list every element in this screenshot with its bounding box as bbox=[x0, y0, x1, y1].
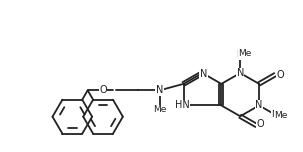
Text: Me: Me bbox=[238, 49, 252, 58]
Text: N: N bbox=[237, 68, 244, 78]
Text: Me: Me bbox=[237, 50, 250, 59]
Text: HN: HN bbox=[174, 100, 189, 111]
Text: O: O bbox=[99, 85, 107, 95]
Text: N: N bbox=[200, 69, 207, 79]
Text: N: N bbox=[200, 69, 207, 79]
Text: O: O bbox=[276, 70, 284, 80]
Text: O: O bbox=[256, 119, 264, 130]
Text: O: O bbox=[276, 70, 284, 80]
Text: O: O bbox=[256, 119, 264, 130]
Text: Me: Me bbox=[274, 111, 288, 120]
Text: Me: Me bbox=[153, 105, 166, 114]
Text: N: N bbox=[255, 100, 263, 111]
Text: O: O bbox=[99, 85, 107, 95]
Text: N: N bbox=[255, 100, 263, 111]
Text: Me: Me bbox=[271, 110, 285, 119]
Text: HN: HN bbox=[175, 100, 190, 111]
Text: N: N bbox=[156, 85, 163, 95]
Text: N: N bbox=[237, 68, 244, 78]
Text: Me: Me bbox=[153, 106, 166, 115]
Text: N: N bbox=[156, 85, 163, 95]
